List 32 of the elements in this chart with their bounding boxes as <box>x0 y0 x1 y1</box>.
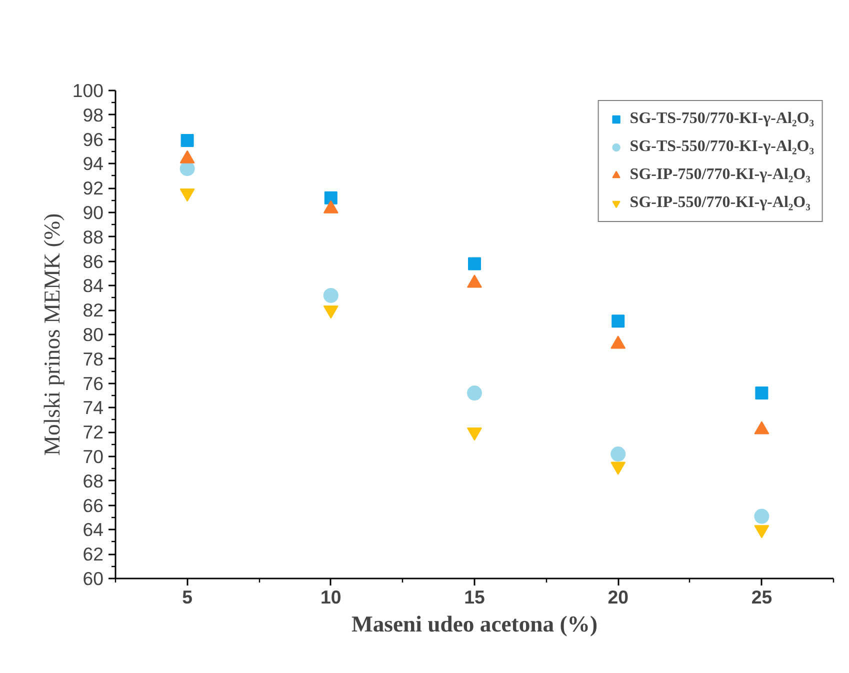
y-tick-label: 88 <box>82 226 104 248</box>
legend-label: SG-TS-750/770-KI-γ-Al₂O₃ <box>630 110 814 128</box>
y-tick-label: 70 <box>82 446 104 467</box>
x-tick-label: 20 <box>608 586 628 608</box>
y-tick-label: 100 <box>72 80 104 101</box>
y-tick-label: 74 <box>82 397 104 418</box>
y-tick-label: 84 <box>82 275 104 296</box>
legend-label: SG-IP-750/770-KI-γ-Al₂O₃ <box>630 166 810 184</box>
y-tick-label: 92 <box>82 178 104 199</box>
y-tick-label: 80 <box>82 324 104 345</box>
x-tick-label: 10 <box>320 586 342 608</box>
y-tick-label: 68 <box>82 470 104 492</box>
y-tick-label: 62 <box>82 544 104 565</box>
y-tick-label: 96 <box>82 128 104 150</box>
y-tick-label: 98 <box>82 104 104 126</box>
x-tick-label: 15 <box>464 586 485 608</box>
y-tick-label: 66 <box>82 494 104 516</box>
y-tick-label: 94 <box>82 153 104 174</box>
y-tick-label: 86 <box>82 250 104 272</box>
legend-label: SG-TS-550/770-KI-γ-Al₂O₃ <box>630 138 814 156</box>
y-axis-title: Molski prinos MEMK (%) <box>39 213 64 456</box>
y-tick-label: 90 <box>82 202 104 223</box>
y-tick-label: 64 <box>82 519 104 540</box>
legend-label: SG-IP-550/770-KI-γ-Al₂O₃ <box>630 194 810 212</box>
y-tick-label: 76 <box>82 372 104 394</box>
y-tick-label: 60 <box>82 568 104 589</box>
x-tick-label: 5 <box>182 586 193 608</box>
y-tick-label: 78 <box>82 348 104 370</box>
y-tick-label: 82 <box>82 300 104 321</box>
x-tick-label: 25 <box>751 586 772 608</box>
x-axis-title: Maseni udeo acetona (%) <box>351 612 598 636</box>
y-tick-label: 72 <box>82 422 104 443</box>
